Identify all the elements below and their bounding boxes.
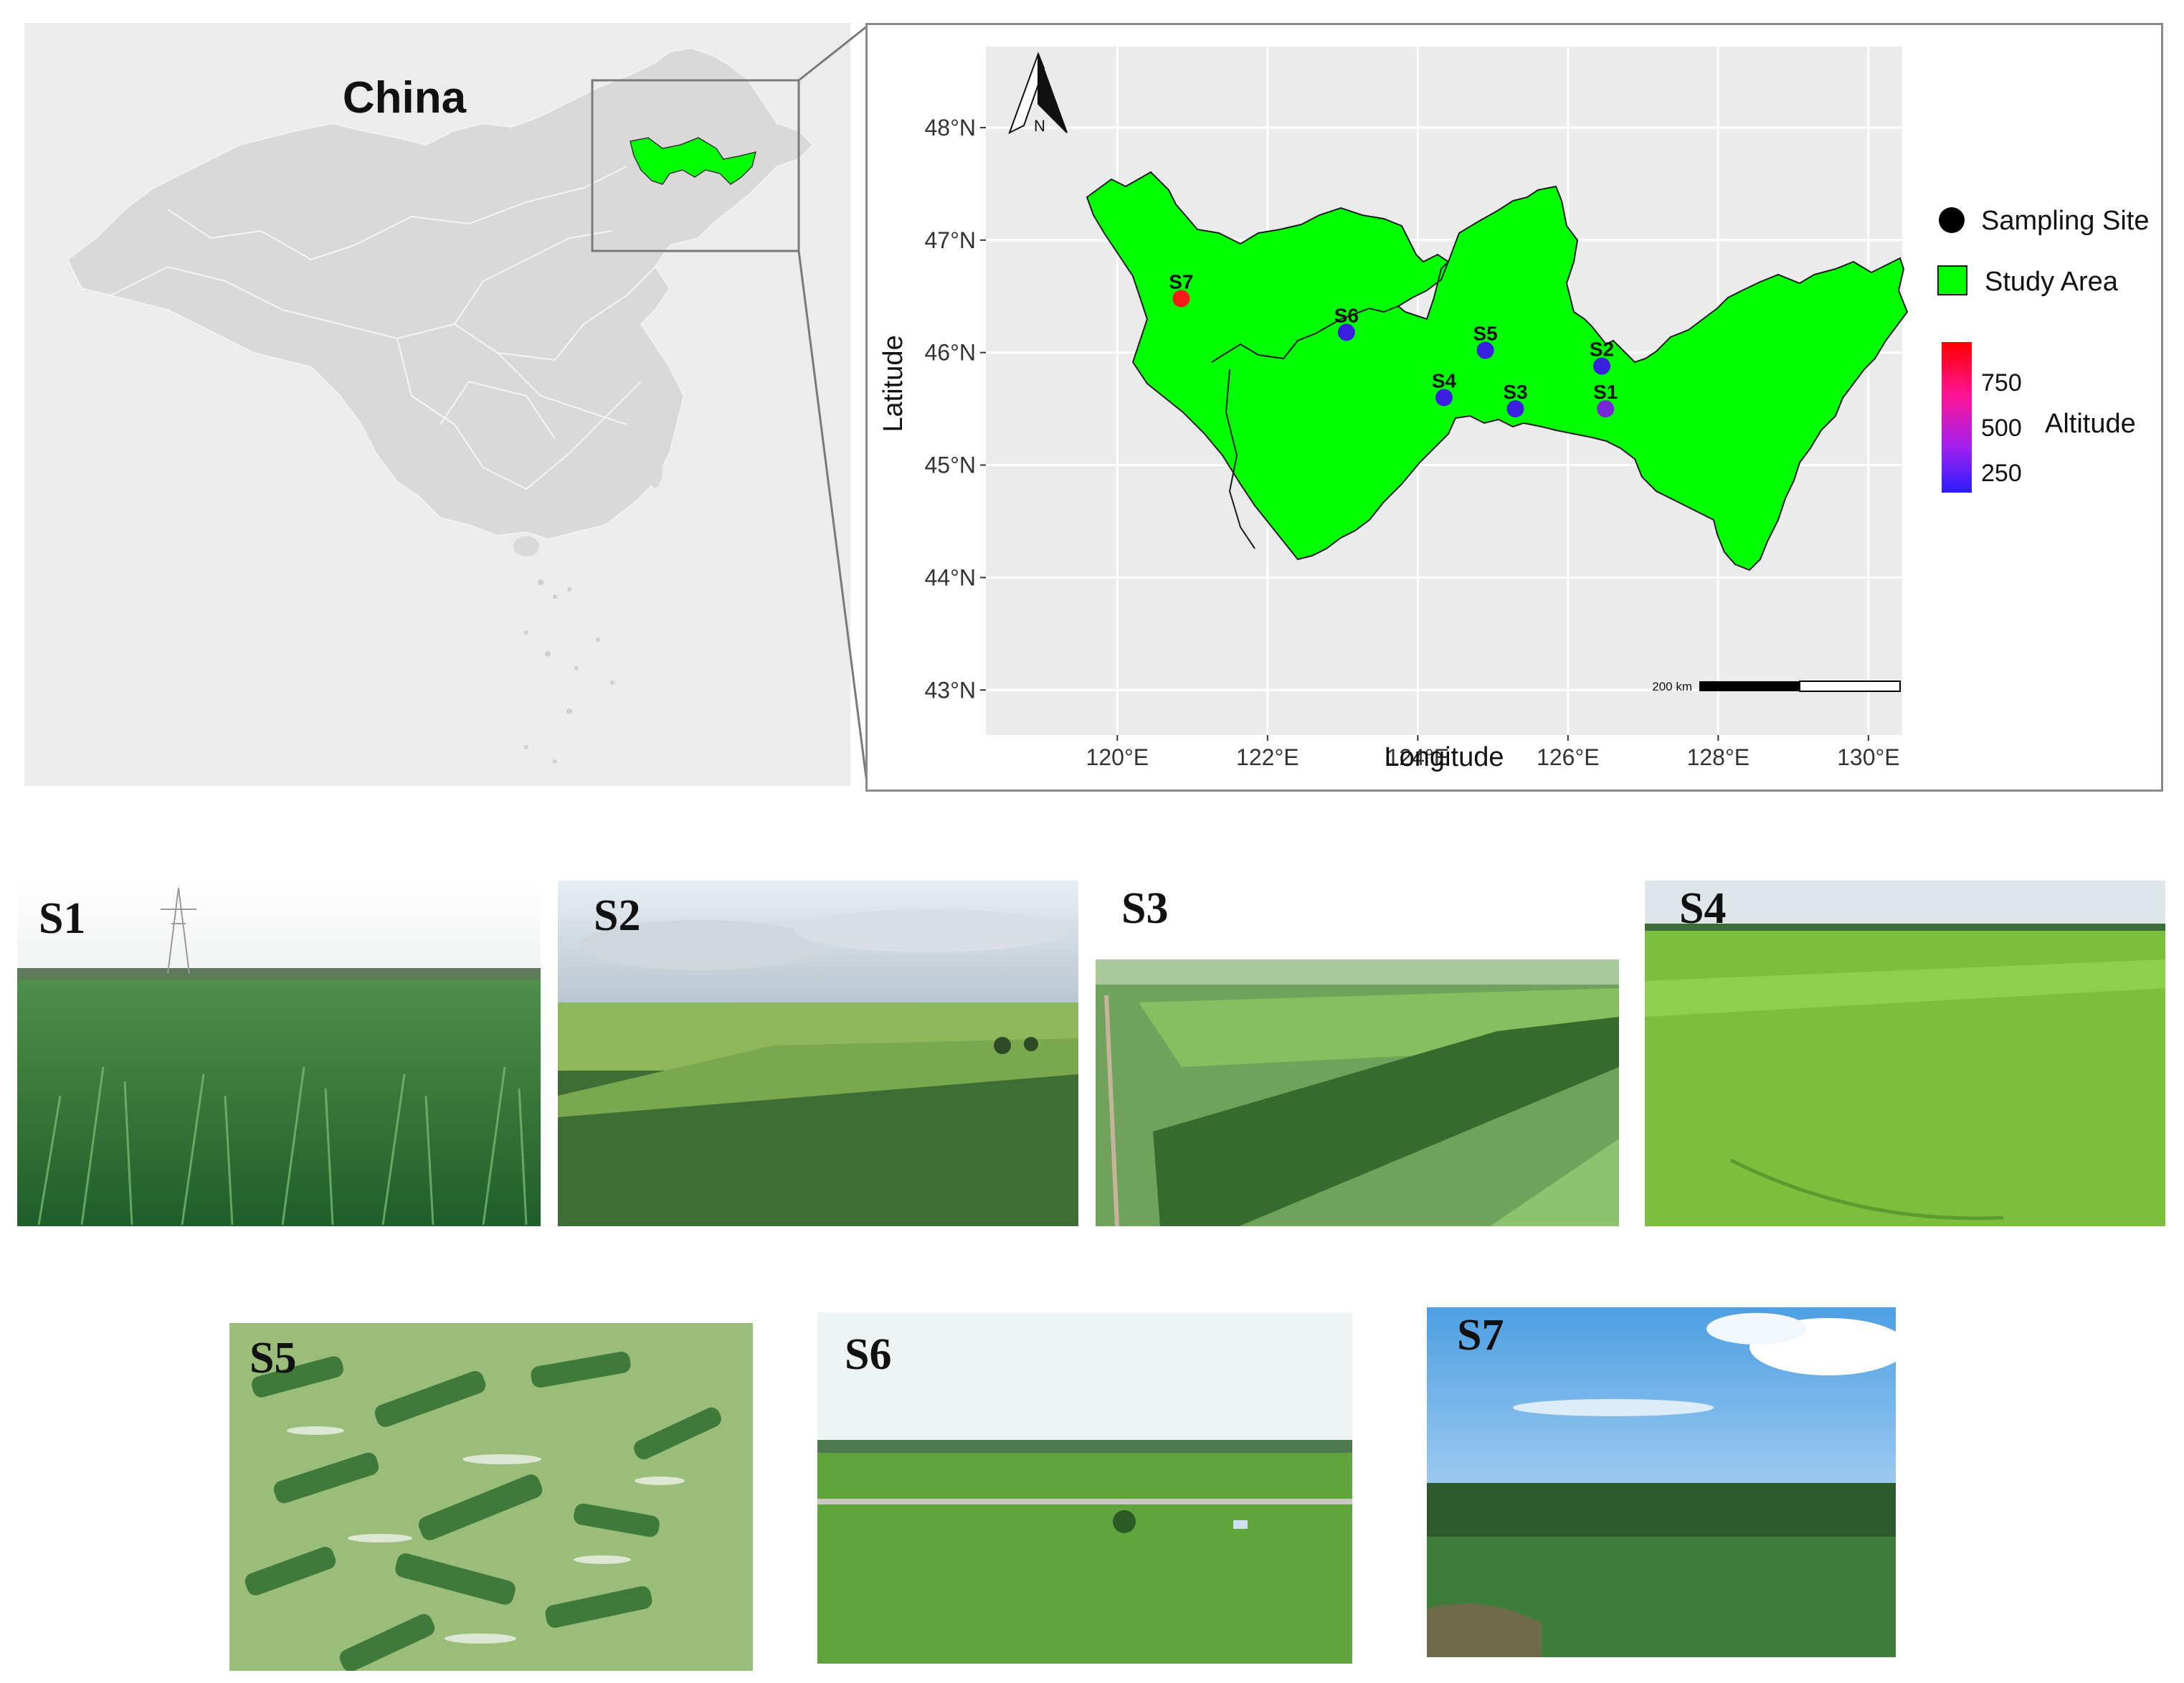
site-marker-s4 <box>1435 389 1453 407</box>
photo-label-s2: S2 <box>594 891 641 940</box>
study-area-panel: N 120°E 122°E 124°E 126°E 128°E 130°E 48°N 47°N… <box>865 23 2163 792</box>
inset-study-area <box>630 137 757 185</box>
north-label: N <box>1034 117 1045 135</box>
lat-tick-label: 48°N <box>925 115 977 141</box>
legend: Sampling Site Study Area 750 500 250 Alt… <box>1937 206 2149 493</box>
photo-label-s4: S4 <box>1679 884 1727 933</box>
y-axis-title: Latitude <box>878 335 908 432</box>
photo-s3: S3 <box>1096 881 1619 1226</box>
scale-bar-label: 200 km <box>1652 680 1692 693</box>
taiwan-island <box>648 447 663 488</box>
zoom-lines <box>797 24 869 790</box>
legend-area-symbol <box>1937 265 1967 295</box>
province-borders <box>110 166 656 490</box>
lon-tick-label: 122°E <box>1236 744 1299 770</box>
site-label-s5: S5 <box>1473 323 1497 345</box>
site-marker-s7 <box>1172 290 1190 308</box>
legend-sampling-site: Sampling Site <box>1981 206 2149 236</box>
site-marker-s3 <box>1506 400 1524 418</box>
inset-frame <box>591 79 800 252</box>
lon-tick-label: 128°E <box>1687 744 1750 770</box>
site-label-s1: S1 <box>1593 381 1618 403</box>
china-outline <box>66 47 815 541</box>
legend-study-area: Study Area <box>1985 267 2119 297</box>
lat-tick-label: 45°N <box>925 452 977 478</box>
china-inset-map: China <box>24 23 850 786</box>
lat-tick-label: 46°N <box>925 340 977 366</box>
photo-label-s6: S6 <box>845 1330 892 1379</box>
site-label-s4: S4 <box>1432 369 1457 392</box>
site-label-s7: S7 <box>1169 270 1193 293</box>
site-marker-s6 <box>1337 323 1355 341</box>
altitude-title: Altitude <box>2045 409 2136 439</box>
country-label: China <box>343 73 467 123</box>
altitude-gradient <box>1942 342 1972 493</box>
site-label-s2: S2 <box>1590 338 1614 360</box>
sea-islands <box>524 579 614 764</box>
photo-label-s1: S1 <box>39 894 86 943</box>
site-marker-s2 <box>1592 357 1610 375</box>
study-area-polygon <box>1086 171 1909 572</box>
lat-tick-label: 43°N <box>925 677 977 703</box>
photo-s7: S7 <box>1427 1307 1896 1657</box>
altitude-tick-750: 750 <box>1981 369 2022 397</box>
hainan-island <box>513 536 539 556</box>
x-axis-title: Longitude <box>1385 742 1504 772</box>
photo-s6: S6 <box>817 1312 1352 1664</box>
lon-tick-label: 126°E <box>1537 744 1600 770</box>
photo-s5: S5 <box>229 1323 753 1671</box>
sampling-sites: S1 S2 S3 S4 S5 S6 S7 <box>1169 270 1618 418</box>
lat-tick-label: 44°N <box>925 564 977 590</box>
photo-label-s7: S7 <box>1457 1311 1504 1360</box>
photo-s2: S2 <box>558 881 1078 1226</box>
lon-tick-label: 124°E <box>1387 744 1450 770</box>
photo-s4: S4 <box>1645 881 2165 1226</box>
lon-tick-label: 120°E <box>1086 744 1149 770</box>
lat-tick-label: 47°N <box>925 227 977 253</box>
site-marker-s1 <box>1597 400 1615 418</box>
site-label-s3: S3 <box>1503 381 1527 403</box>
photo-label-s5: S5 <box>250 1334 297 1383</box>
photo-s1: S1 <box>17 881 541 1226</box>
site-marker-s5 <box>1476 341 1494 359</box>
lon-tick-label: 130°E <box>1837 744 1900 770</box>
legend-site-symbol <box>1939 207 1965 233</box>
china-inset-svg: China <box>24 23 850 786</box>
axis-ticks: 120°E 122°E 124°E 126°E 128°E 130°E 48°N 47°N 46… <box>925 115 1900 770</box>
altitude-tick-250: 250 <box>1981 460 2022 487</box>
study-area-map: N 120°E 122°E 124°E 126°E 128°E 130°E 48°N 47°N… <box>878 47 2149 772</box>
scale-bar: 200 km <box>1652 680 1901 693</box>
north-arrow: N <box>1008 52 1068 135</box>
photo-label-s3: S3 <box>1121 884 1169 933</box>
altitude-tick-500: 500 <box>1981 414 2022 442</box>
site-label-s6: S6 <box>1334 304 1359 326</box>
region-borders <box>1211 305 1399 549</box>
